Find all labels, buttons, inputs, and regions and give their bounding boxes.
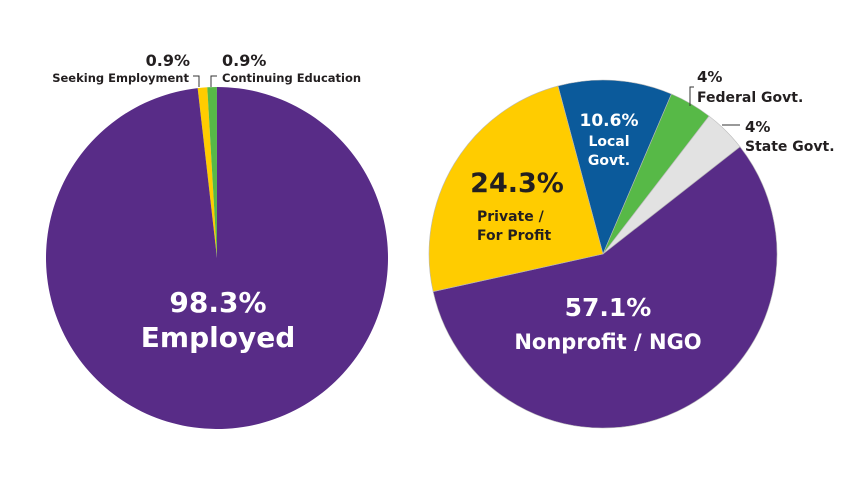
pie-slice-employed bbox=[46, 86, 389, 429]
employed-name-label: Employed bbox=[141, 321, 295, 354]
local-name-label-1: Local bbox=[588, 134, 629, 150]
continuing-pct-label: 0.9% bbox=[222, 51, 266, 70]
private-name-label-2: For Profit bbox=[477, 228, 552, 244]
pie-slice-seeking-employment bbox=[197, 87, 217, 258]
private-name-label-1: Private / bbox=[477, 209, 545, 225]
continuing-name-label: Continuing Education bbox=[222, 71, 361, 85]
leader-line-seeking bbox=[193, 75, 200, 87]
state-pct-label: 4% bbox=[745, 118, 770, 136]
seeking-name-label: Seeking Employment bbox=[52, 71, 189, 85]
pie-slice-private-for-profit bbox=[428, 85, 604, 292]
state-name-label: State Govt. bbox=[745, 139, 835, 155]
local-pct-label: 10.6% bbox=[580, 111, 639, 131]
federal-name-label: Federal Govt. bbox=[697, 90, 803, 106]
employment-sector-pie bbox=[428, 79, 778, 429]
pie-slice-local-govt bbox=[557, 79, 672, 255]
leader-line-continuing bbox=[210, 75, 217, 87]
pie-slice-continuing-education bbox=[207, 87, 217, 258]
federal-pct-label: 4% bbox=[697, 68, 722, 86]
local-name-label-2: Govt. bbox=[588, 153, 630, 169]
pie-slice-nonprofit-ngo bbox=[432, 146, 778, 429]
nonprofit-name-label: Nonprofit / NGO bbox=[514, 330, 701, 354]
employment-outcome-pie bbox=[46, 86, 389, 429]
private-pct-label: 24.3% bbox=[470, 168, 564, 199]
nonprofit-pct-label: 57.1% bbox=[565, 293, 652, 322]
seeking-pct-label: 0.9% bbox=[146, 51, 190, 70]
leader-line-federal bbox=[689, 86, 694, 106]
employed-pct-label: 98.3% bbox=[169, 286, 266, 319]
